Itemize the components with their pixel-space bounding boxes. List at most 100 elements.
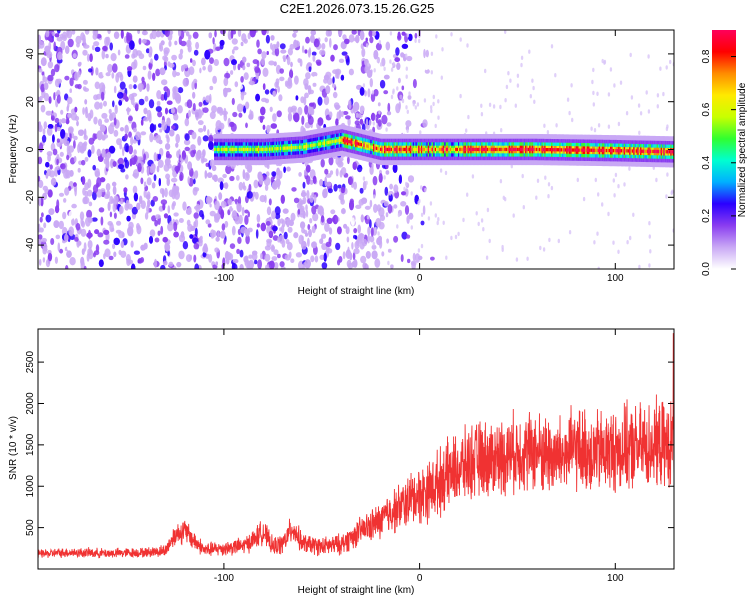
spectrogram-noise-cell bbox=[329, 111, 333, 118]
spectrogram-noise-cell bbox=[237, 63, 241, 71]
spectrogram-noise-cell bbox=[202, 107, 209, 113]
spectrogram-noise-cell bbox=[116, 220, 122, 226]
spectrogram-noise-cell bbox=[168, 63, 175, 68]
spectrogram-noise-cell bbox=[358, 233, 365, 239]
colorbar-tick-label: 0.6 bbox=[701, 102, 712, 116]
spectrogram-noise-cell bbox=[225, 164, 232, 175]
spectrogram-noise-cell bbox=[215, 46, 221, 52]
spectrogram-noise-cell bbox=[43, 222, 47, 229]
spectrogram-noise-cell bbox=[369, 199, 373, 208]
spectrogram-signal-cell bbox=[611, 149, 614, 153]
spectrogram-noise-cell bbox=[340, 110, 344, 118]
spectrogram-noise-cell bbox=[279, 43, 286, 50]
spectrogram-noise-cell bbox=[378, 173, 383, 183]
spectrogram-faint-cell bbox=[531, 78, 534, 83]
spectrogram-noise-cell bbox=[383, 201, 389, 207]
spectrogram-noise-cell bbox=[245, 228, 250, 237]
colorbar-tick-label: 0.0 bbox=[701, 262, 712, 276]
spectrogram-faint-cell bbox=[612, 178, 615, 183]
spectrogram-noise-cell bbox=[242, 56, 247, 63]
spectrogram-faint-cell bbox=[408, 91, 411, 96]
spectrogram-noise-cell bbox=[133, 192, 138, 202]
spectrogram-signal-cell bbox=[668, 150, 671, 154]
spectrogram-noise-cell bbox=[38, 196, 42, 207]
spectrogram-noise-cell bbox=[386, 111, 392, 116]
spectrogram-noise-cell bbox=[303, 96, 307, 106]
spectrogram-noise-cell bbox=[163, 50, 169, 57]
spectrogram-signal-cell bbox=[427, 147, 430, 152]
spectrogram-faint-cell bbox=[373, 194, 376, 199]
spectrogram-noise-cell bbox=[377, 119, 382, 127]
spectrogram-noise-cell bbox=[41, 134, 47, 143]
spectrogram-noise-cell bbox=[297, 106, 303, 116]
spectrogram-faint-cell bbox=[504, 30, 507, 34]
spectrogram-noise-cell bbox=[325, 181, 332, 187]
spectrogram-noise-cell bbox=[334, 104, 341, 109]
spectrogram-noise-cell bbox=[38, 41, 45, 49]
spectrogram-noise-cell bbox=[365, 251, 371, 259]
spectrogram-faint-cell bbox=[557, 238, 560, 244]
spectrogram-noise-cell bbox=[95, 67, 99, 76]
spectrogram-signal-cell bbox=[588, 148, 590, 152]
spectrogram-faint-cell bbox=[617, 184, 620, 189]
spectrogram-signal-cell bbox=[630, 149, 633, 153]
spectrogram-noise-cell bbox=[286, 55, 291, 66]
spectrogram-noise-cell bbox=[126, 258, 131, 266]
spectrogram-faint-cell bbox=[435, 34, 438, 39]
spectrogram-signal-cell bbox=[608, 148, 611, 153]
spectrogram-noise-cell bbox=[261, 97, 267, 103]
spectrogram-signal-cell bbox=[622, 149, 625, 153]
spectrogram-signal-cell bbox=[274, 147, 277, 151]
spectrogram-noise-cell bbox=[73, 156, 77, 163]
spectrogram-noise-cell bbox=[214, 200, 220, 211]
spectrogram-signal-cell bbox=[260, 147, 263, 152]
spectrogram-noise-cell bbox=[430, 256, 435, 261]
spectrogram-noise-cell bbox=[83, 87, 90, 92]
spectrogram-noise-cell bbox=[62, 211, 67, 220]
spectrogram-signal-cell bbox=[237, 147, 240, 152]
spectrogram-noise-cell bbox=[266, 128, 270, 134]
spectrogram-noise-cell bbox=[160, 225, 164, 235]
spectrogram-signal-cell bbox=[396, 147, 399, 152]
y-tick-label: -20 bbox=[25, 190, 36, 205]
spectrogram-signal-cell bbox=[540, 147, 542, 152]
spectrogram-noise-cell bbox=[313, 75, 318, 83]
spectrogram-noise-cell bbox=[82, 37, 86, 44]
spectrogram-signal-cell bbox=[638, 149, 641, 153]
spectrogram-noise-cell bbox=[38, 227, 44, 233]
spectrogram-noise-cell bbox=[283, 166, 286, 173]
spectrogram-faint-cell bbox=[662, 91, 665, 97]
spectrogram-signal-cell bbox=[252, 147, 255, 152]
spectrogram-x-ticks: -100 0 100 bbox=[214, 30, 624, 284]
spectrogram-noise-cell bbox=[160, 94, 166, 101]
spectrogram-noise-cell bbox=[156, 165, 160, 173]
spectrogram-signal-cell bbox=[574, 148, 577, 152]
spectrogram-noise-cell bbox=[105, 183, 111, 191]
spectrogram-noise-cell bbox=[319, 49, 326, 56]
spectrogram-noise-cell bbox=[277, 86, 280, 93]
spectrogram-noise-cell bbox=[305, 36, 310, 44]
spectrogram-noise-cell bbox=[370, 112, 376, 121]
spectrogram-noise-cell bbox=[175, 142, 179, 148]
spectrogram-faint-cell bbox=[516, 73, 520, 79]
spectrogram-noise-cell bbox=[132, 48, 138, 58]
spectrogram-noise-cell bbox=[373, 203, 378, 213]
snr-frame bbox=[37, 328, 675, 570]
spectrogram-noise-cell bbox=[112, 199, 118, 204]
spectrogram-noise-cell bbox=[66, 30, 73, 39]
spectrogram-signal-cell bbox=[482, 147, 485, 152]
spectrogram-noise-cell bbox=[112, 161, 117, 167]
spectrogram-noise-cell bbox=[77, 62, 81, 67]
spectrogram-faint-cell bbox=[665, 194, 668, 199]
spectrogram-signal-cell bbox=[411, 147, 414, 152]
spectrogram-noise-cell bbox=[246, 173, 249, 179]
y-tick-label: 0 bbox=[25, 146, 36, 152]
spectrogram-noise-cell bbox=[242, 169, 246, 180]
spectrogram-signal-cell bbox=[544, 147, 547, 152]
spectrogram-noise-cell bbox=[60, 109, 64, 115]
spectrogram-noise-cell bbox=[148, 46, 153, 56]
spectrogram-signal-cell bbox=[441, 147, 444, 152]
spectrogram-signal-cell bbox=[486, 147, 489, 152]
spectrogram-signal-cell bbox=[419, 147, 422, 152]
